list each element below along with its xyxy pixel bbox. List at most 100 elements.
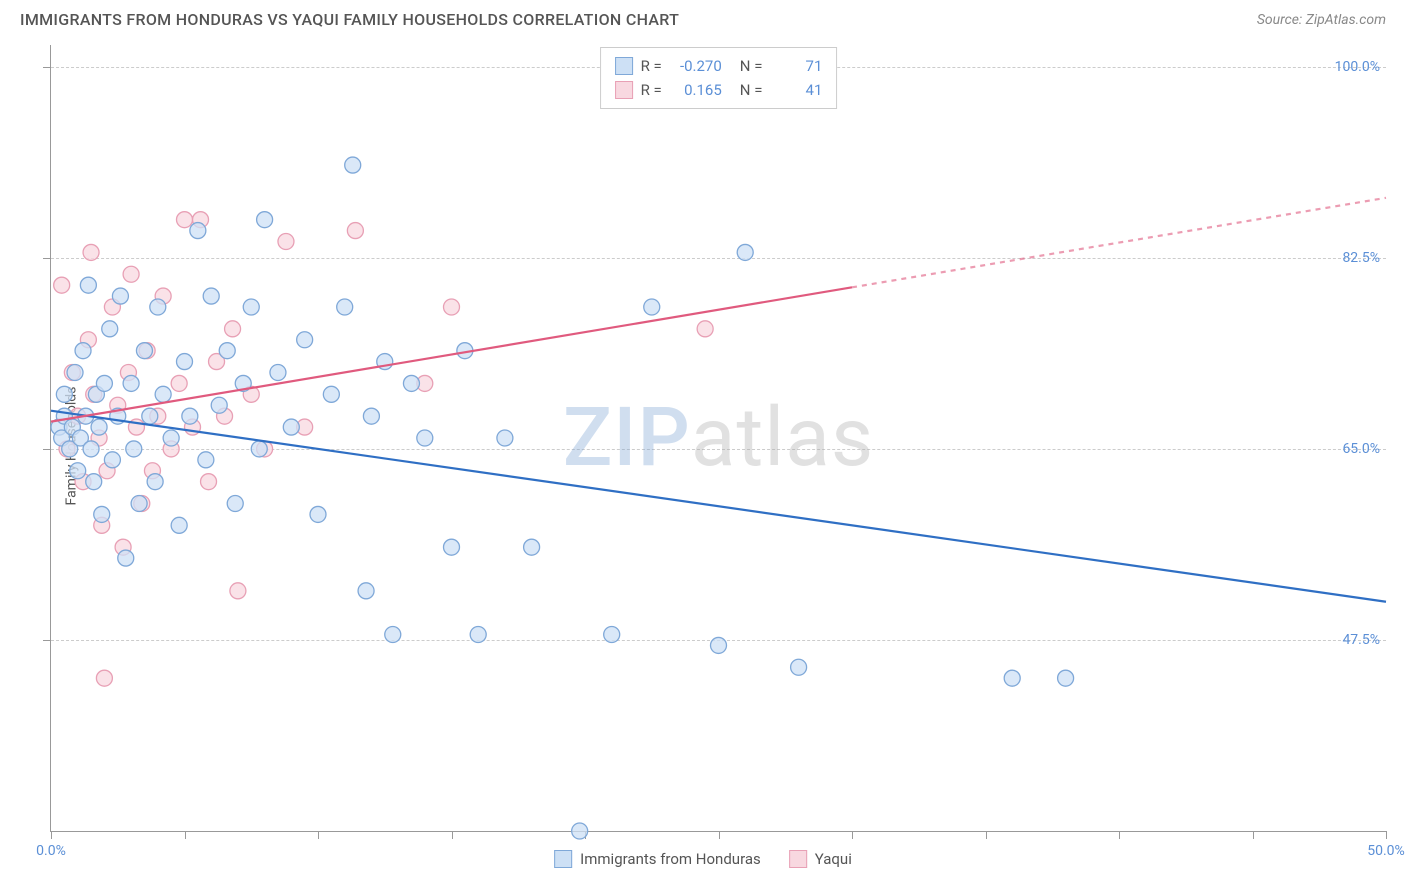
x-tick-mark — [1386, 831, 1387, 839]
legend-swatch — [789, 850, 807, 868]
scatter-point-honduras — [524, 539, 540, 555]
scatter-point-honduras — [203, 288, 219, 304]
scatter-point-yaqui — [347, 223, 363, 239]
scatter-point-honduras — [644, 299, 660, 315]
x-tick-mark — [986, 831, 987, 839]
scatter-point-honduras — [791, 659, 807, 675]
scatter-point-honduras — [112, 288, 128, 304]
chart-header: IMMIGRANTS FROM HONDURAS VS YAQUI FAMILY… — [0, 0, 1406, 35]
scatter-point-honduras — [56, 386, 72, 402]
x-tick-mark — [1253, 831, 1254, 839]
scatter-point-yaqui — [444, 299, 460, 315]
scatter-point-honduras — [385, 627, 401, 643]
scatter-point-honduras — [104, 452, 120, 468]
scatter-point-honduras — [177, 354, 193, 370]
scatter-point-honduras — [80, 277, 96, 293]
n-label: N = — [740, 54, 763, 78]
scatter-point-honduras — [270, 365, 286, 381]
scatter-point-yaqui — [697, 321, 713, 337]
scatter-point-honduras — [75, 343, 91, 359]
scatter-point-honduras — [70, 463, 86, 479]
legend-item-honduras: Immigrants from Honduras — [554, 850, 761, 868]
scatter-point-yaqui — [225, 321, 241, 337]
scatter-point-yaqui — [171, 375, 187, 391]
scatter-point-honduras — [572, 823, 588, 839]
scatter-point-honduras — [171, 517, 187, 533]
n-label: N = — [740, 78, 763, 102]
scatter-point-honduras — [363, 408, 379, 424]
scatter-point-honduras — [403, 375, 419, 391]
r-label: R = — [641, 78, 662, 102]
legend-item-yaqui: Yaqui — [789, 850, 852, 868]
scatter-point-honduras — [150, 299, 166, 315]
scatter-point-honduras — [297, 332, 313, 348]
trend-line-honduras — [51, 411, 1386, 602]
r-value: -0.270 — [670, 54, 722, 78]
scatter-point-honduras — [243, 299, 259, 315]
scatter-point-honduras — [417, 430, 433, 446]
scatter-point-honduras — [131, 496, 147, 512]
scatter-point-yaqui — [83, 244, 99, 260]
legend-stat-row-honduras: R = -0.270 N = 71 — [615, 54, 823, 78]
scatter-point-honduras — [155, 386, 171, 402]
scatter-point-honduras — [190, 223, 206, 239]
scatter-point-honduras — [182, 408, 198, 424]
trend-line-dashed-yaqui — [852, 198, 1386, 288]
scatter-point-honduras — [123, 375, 139, 391]
scatter-point-honduras — [147, 474, 163, 490]
scatter-point-honduras — [358, 583, 374, 599]
scatter-point-honduras — [257, 212, 273, 228]
chart-plot-area: ZIPatlas R =-0.270N =71R =0.165N =41 47.… — [50, 45, 1386, 832]
scatter-point-honduras — [102, 321, 118, 337]
scatter-point-honduras — [444, 539, 460, 555]
n-value: 41 — [770, 78, 822, 102]
n-value: 71 — [770, 54, 822, 78]
scatter-point-honduras — [337, 299, 353, 315]
scatter-point-honduras — [91, 419, 107, 435]
scatter-point-honduras — [737, 244, 753, 260]
scatter-point-honduras — [94, 506, 110, 522]
x-tick-mark — [852, 831, 853, 839]
scatter-point-honduras — [211, 397, 227, 413]
y-tick-mark — [43, 258, 51, 259]
legend-label: Yaqui — [815, 850, 852, 868]
scatter-point-honduras — [96, 375, 112, 391]
scatter-plot-svg — [51, 45, 1386, 831]
scatter-point-honduras — [126, 441, 142, 457]
x-tick-mark — [51, 831, 52, 839]
scatter-point-honduras — [711, 637, 727, 653]
legend-stat-row-yaqui: R =0.165N =41 — [615, 78, 823, 102]
scatter-point-yaqui — [278, 234, 294, 250]
x-tick-label: 50.0% — [1367, 843, 1405, 859]
x-tick-mark — [719, 831, 720, 839]
scatter-point-honduras — [310, 506, 326, 522]
x-tick-mark — [185, 831, 186, 839]
x-tick-mark — [318, 831, 319, 839]
scatter-point-honduras — [345, 157, 361, 173]
y-tick-mark — [43, 449, 51, 450]
scatter-point-honduras — [1058, 670, 1074, 686]
r-label: R = — [641, 54, 662, 78]
scatter-point-yaqui — [177, 212, 193, 228]
scatter-point-honduras — [163, 430, 179, 446]
legend-label: Immigrants from Honduras — [580, 850, 761, 868]
scatter-point-honduras — [142, 408, 158, 424]
x-tick-label: 0.0% — [36, 843, 66, 859]
scatter-point-honduras — [219, 343, 235, 359]
source-attribution: Source: ZipAtlas.com — [1257, 12, 1386, 28]
scatter-point-honduras — [198, 452, 214, 468]
legend-swatch — [615, 57, 633, 75]
scatter-point-honduras — [1004, 670, 1020, 686]
scatter-point-yaqui — [201, 474, 217, 490]
scatter-point-honduras — [283, 419, 299, 435]
scatter-point-honduras — [86, 474, 102, 490]
y-tick-mark — [43, 67, 51, 68]
scatter-point-honduras — [136, 343, 152, 359]
scatter-point-yaqui — [230, 583, 246, 599]
scatter-point-honduras — [251, 441, 267, 457]
scatter-point-honduras — [83, 441, 99, 457]
legend-swatch — [554, 850, 572, 868]
scatter-point-yaqui — [96, 670, 112, 686]
scatter-point-honduras — [118, 550, 134, 566]
scatter-point-honduras — [497, 430, 513, 446]
